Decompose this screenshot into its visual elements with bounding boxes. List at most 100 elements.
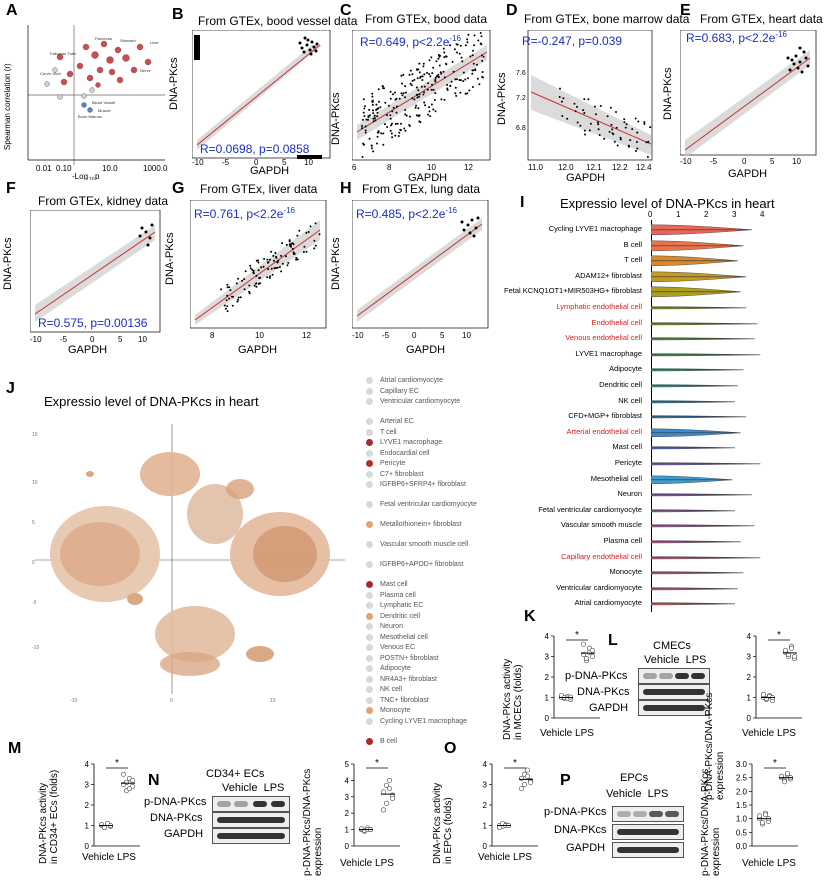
scatter-point xyxy=(377,130,380,133)
svg-text:10: 10 xyxy=(427,163,436,172)
panel-n-row-3: GAPDH xyxy=(164,828,204,840)
violin-shape xyxy=(651,446,736,450)
violin-shape xyxy=(651,306,747,310)
y-tick-label: 1.0 xyxy=(736,815,748,824)
scatter-point xyxy=(413,98,416,101)
legend-item: Venous EC xyxy=(366,643,516,654)
scatter-point xyxy=(584,133,586,136)
panel-n-ylabel: p-DNA-PKcs/DNA-PKcs expression xyxy=(302,768,324,876)
panel-p-ylabel: p-DNA-PKcs/DNA-PKcs expression xyxy=(700,768,722,876)
significance-star: * xyxy=(575,630,579,641)
violin-row: T cell xyxy=(470,253,820,269)
scatter-point xyxy=(248,292,251,295)
panel-n-blot-2 xyxy=(212,812,290,828)
panel-f-title: From GTEx, kidney data xyxy=(38,194,169,208)
scatter-point xyxy=(239,296,242,299)
scatter-point xyxy=(313,247,316,250)
scatter-point xyxy=(472,62,475,65)
scatter-point xyxy=(405,114,408,117)
y-tick-label: 0.5 xyxy=(736,828,748,837)
panel-i-axis-tick: 3 xyxy=(732,210,737,219)
panel-o-label: O xyxy=(444,740,457,757)
legend-label: Adipocyte xyxy=(380,665,411,672)
scatter-point xyxy=(437,54,440,56)
scatter-point xyxy=(419,121,422,124)
svg-text:0: 0 xyxy=(90,335,95,344)
legend-item: Dendritic cell xyxy=(366,612,516,623)
scatter-point xyxy=(443,51,446,54)
svg-text:7.6: 7.6 xyxy=(516,70,526,77)
scatter-point xyxy=(446,83,449,86)
panel-p-xlabel: Vehicle LPS xyxy=(742,858,796,869)
legend-item: NR4A3+ fibroblast xyxy=(366,675,516,686)
scatter-point xyxy=(396,122,399,125)
panel-b-label: B xyxy=(172,6,184,23)
scatter-point xyxy=(391,122,393,125)
scatter-point xyxy=(576,105,578,108)
violin-row: CFD+MGP+ fibroblast xyxy=(470,409,820,425)
data-point xyxy=(527,779,533,785)
scatter-point xyxy=(382,143,385,146)
panel-f-label: F xyxy=(6,180,16,197)
scatter-point xyxy=(230,295,233,298)
scatter-point xyxy=(573,102,576,105)
svg-text:Bone Marrow: Bone Marrow xyxy=(78,114,102,119)
svg-text:0: 0 xyxy=(742,157,747,166)
scatter-point xyxy=(609,106,612,109)
svg-text:Muscle: Muscle xyxy=(98,108,111,113)
violin-shape xyxy=(651,475,733,484)
legend-dot xyxy=(366,377,373,384)
y-tick-label: 3 xyxy=(483,781,488,790)
scatter-point xyxy=(378,100,380,103)
scatter-point xyxy=(416,68,419,71)
scatter-point xyxy=(418,62,421,65)
scatter-point xyxy=(389,117,392,120)
scatter-point xyxy=(458,52,461,55)
scatter-point xyxy=(478,83,481,86)
scatter-point xyxy=(583,98,586,101)
scatter-point xyxy=(625,123,628,126)
violin-row: Monocyte xyxy=(470,565,820,581)
data-point xyxy=(791,653,797,659)
scatter-point xyxy=(291,242,294,245)
scatter-point xyxy=(421,79,424,81)
y-tick-label: 3.0 xyxy=(736,760,748,769)
scatter-point xyxy=(471,54,474,57)
scatter-point xyxy=(453,48,456,51)
scatter-point xyxy=(431,72,434,75)
scatter-point xyxy=(384,123,386,126)
violin-label: Pericyte xyxy=(614,458,642,467)
scatter-point xyxy=(566,117,569,120)
svg-text:12: 12 xyxy=(464,163,473,172)
legend-dot xyxy=(366,418,373,425)
scatter-point xyxy=(430,103,433,106)
scatter-point xyxy=(481,59,484,62)
violin-shape xyxy=(651,240,744,251)
panel-i-axis-tick: 2 xyxy=(704,210,709,219)
legend-dot xyxy=(366,449,373,457)
scatter-point xyxy=(428,106,431,109)
scatter-point xyxy=(480,54,483,57)
violin-row: Adipocyte xyxy=(470,362,820,378)
legend-item: NK cell xyxy=(366,685,516,696)
scatter-point xyxy=(376,135,379,138)
scatter-point xyxy=(391,110,394,113)
scatter-point xyxy=(272,254,275,257)
legend-item: Vascular smooth muscle cell xyxy=(366,540,516,560)
scatter-point xyxy=(559,87,561,90)
violin-row: Plasma cell xyxy=(470,534,820,550)
scatter-point xyxy=(286,264,289,267)
violin-shape xyxy=(651,368,744,372)
scatter-point xyxy=(449,44,452,47)
scatter-point xyxy=(423,73,426,76)
scatter-point xyxy=(253,284,256,287)
svg-text:0: 0 xyxy=(32,560,35,566)
svg-text:10: 10 xyxy=(792,157,801,166)
scatter-point xyxy=(296,258,299,261)
scatter-point xyxy=(249,264,252,267)
scatter-point xyxy=(370,144,373,147)
scatter-point xyxy=(594,113,597,116)
legend-dot xyxy=(366,428,373,436)
scatter-point xyxy=(647,140,650,143)
scatter-point xyxy=(375,108,378,111)
